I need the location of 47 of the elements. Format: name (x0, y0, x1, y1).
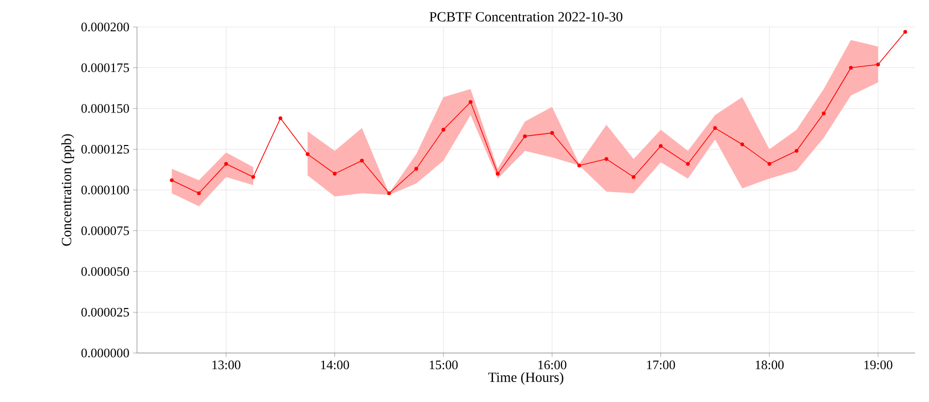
x-tick-label: 18:00 (756, 360, 784, 370)
point (414, 166, 418, 171)
point (442, 128, 446, 132)
y-tick-label: 0.000150 (81, 104, 129, 113)
y-tick-label: 0.000000 (81, 348, 129, 358)
x-tick-label: 16:00 (538, 360, 566, 370)
chart-title: PCBTF Concentration 2022-10-30 (430, 12, 622, 22)
x-tick-label: 14:00 (321, 360, 350, 370)
point (876, 62, 880, 66)
x-tick-label: 15:00 (430, 360, 458, 370)
point (794, 148, 798, 153)
y-tick-label: 0.000200 (81, 22, 129, 32)
point (197, 191, 201, 196)
point (604, 157, 608, 161)
point (903, 30, 908, 34)
point (387, 191, 391, 196)
y-tick-label: 0.000100 (81, 186, 129, 194)
point (822, 111, 826, 116)
point (768, 162, 772, 166)
x-tick-label: 13:00 (212, 360, 240, 370)
point (306, 152, 310, 156)
y-tick-label: 0.000025 (81, 308, 129, 317)
y-axis-title: Concentration (ppb) (61, 134, 74, 246)
y-tick-label: 0.000175 (81, 63, 129, 72)
x-axis-title: Time (Hours) (488, 372, 564, 385)
point (468, 100, 472, 104)
point (523, 134, 527, 138)
point (686, 162, 690, 166)
x-tick-label: 17:00 (647, 360, 676, 370)
y-tick-label: 0.000050 (81, 267, 129, 276)
point (332, 172, 337, 176)
y-tick-label: 0.000075 (81, 226, 129, 236)
point (632, 175, 636, 179)
point (713, 126, 717, 130)
point (577, 164, 582, 168)
point (658, 144, 663, 148)
point (224, 162, 228, 166)
point (740, 142, 744, 146)
point (251, 175, 256, 179)
point (278, 116, 282, 120)
point (849, 66, 853, 70)
point (496, 172, 500, 176)
point (360, 158, 364, 163)
point (170, 178, 174, 182)
y-tick-label: 0.000125 (81, 144, 129, 154)
x-tick-label: 19:00 (864, 360, 892, 370)
point (550, 131, 554, 135)
